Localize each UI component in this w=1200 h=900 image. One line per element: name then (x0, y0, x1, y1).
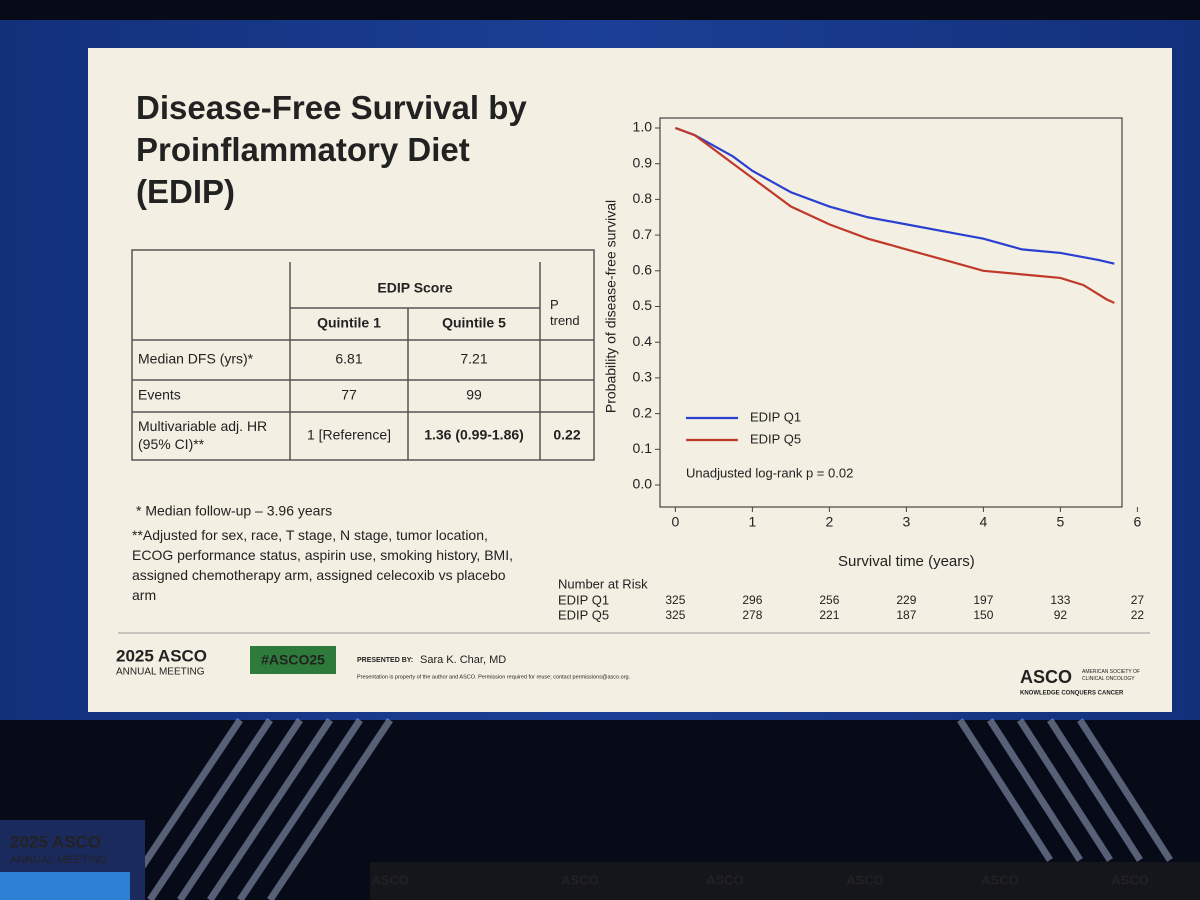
data-table (131, 249, 595, 461)
x-tick-label: 2 (826, 514, 834, 530)
y-tick-label: 0.0 (633, 476, 653, 492)
risk-count: 197 (973, 593, 993, 607)
survival-curve (675, 126, 1115, 265)
table-cell: 1.36 (0.99-1.86) (424, 427, 524, 443)
footnote: * Median follow-up – 3.96 years (136, 503, 332, 519)
risk-count: 150 (973, 608, 993, 622)
risk-count: 229 (896, 593, 916, 607)
table-row-label: Events (138, 387, 181, 403)
table-cell: 6.81 (335, 351, 362, 367)
hashtag: #ASCO25 (261, 652, 325, 668)
y-tick-label: 0.1 (633, 440, 653, 456)
slide-title: Disease-Free Survival by Proinflammatory … (136, 89, 527, 210)
x-tick-label: 4 (980, 514, 988, 530)
table-cell: 77 (341, 387, 357, 403)
desk-label: ASCO (371, 872, 409, 887)
tagline: KNOWLEDGE CONQUERS CANCER (1020, 691, 1124, 697)
table-border (131, 249, 595, 461)
podium-brand: 2025 ASCO (10, 832, 101, 851)
y-tick-label: 0.4 (633, 333, 653, 349)
meeting-brand: 2025 ASCO (116, 646, 207, 665)
annotation: Unadjusted log-rank p = 0.02 (686, 465, 853, 480)
footnote: **Adjusted for sex, race, T stage, N sta… (132, 527, 513, 603)
desk-label: ASCO (706, 872, 744, 887)
x-tick-label: 3 (903, 514, 911, 530)
y-tick-label: 0.8 (633, 190, 653, 206)
x-axis-label: Survival time (years) (838, 553, 975, 570)
table-column-header: Quintile 5 (442, 315, 506, 331)
logo: ASCO (1020, 667, 1072, 687)
risk-count: 325 (665, 608, 685, 622)
table-cell: 0.22 (553, 427, 580, 443)
table-row-label: Median DFS (yrs)* (138, 351, 254, 367)
risk-count: 296 (742, 593, 762, 607)
risk-count: 221 (819, 608, 839, 622)
risk-count: 27 (1131, 593, 1145, 607)
y-tick-label: 1.0 (633, 119, 653, 135)
y-axis-label: Probability of disease-free survival (603, 200, 619, 413)
x-tick-label: 6 (1134, 514, 1142, 530)
survival-curve (675, 126, 1115, 304)
y-tick-label: 0.9 (633, 154, 653, 170)
table-cell: 7.21 (460, 351, 487, 367)
risk-count: 278 (742, 608, 762, 622)
table-group-header: EDIP Score (377, 280, 452, 296)
y-tick-label: 0.6 (633, 262, 653, 278)
table-column-header: Quintile 1 (317, 315, 381, 331)
meeting-sub: ANNUAL MEETING (116, 667, 205, 678)
risk-count: 133 (1050, 593, 1070, 607)
legend-label: EDIP Q5 (750, 431, 801, 446)
desk-label: ASCO (1111, 872, 1149, 887)
risk-count: 187 (896, 608, 916, 622)
table-cell: 1 [Reference] (307, 427, 391, 443)
y-tick-label: 0.2 (633, 404, 653, 420)
hashtag-box (250, 646, 336, 674)
y-tick-label: 0.7 (633, 226, 653, 242)
panel-desk (370, 862, 1200, 900)
y-tick-label: 0.5 (633, 297, 653, 313)
risk-row-label: EDIP Q1 (558, 592, 609, 607)
x-tick-label: 1 (749, 514, 757, 530)
podium-sub: ANNUAL MEETING (10, 854, 107, 866)
podium-light (0, 872, 130, 900)
risk-count: 92 (1054, 608, 1068, 622)
risk-count: 22 (1131, 608, 1145, 622)
plot-frame (659, 117, 1123, 508)
risk-row-label: EDIP Q5 (558, 607, 609, 622)
risk-count: 325 (665, 593, 685, 607)
x-tick-label: 5 (1057, 514, 1065, 530)
desk-label: ASCO (981, 872, 1019, 887)
presented-by: PRESENTED BY: (357, 657, 413, 664)
risk-count: 256 (819, 593, 839, 607)
desk-label: ASCO (846, 872, 884, 887)
x-tick-label: 0 (672, 514, 680, 530)
desk-label: ASCO (561, 872, 599, 887)
legend-label: EDIP Q1 (750, 409, 801, 424)
y-tick-label: 0.3 (633, 369, 653, 385)
presenter: Sara K. Char, MD (420, 654, 506, 666)
logo-side: AMERICAN SOCIETY OF CLINICAL ONCOLOGY (1082, 669, 1140, 682)
table-row-label: Multivariable adj. HR (95% CI)** (138, 418, 267, 452)
notice: Presentation is property of the author a… (357, 674, 631, 680)
table-cell: 99 (466, 387, 482, 403)
stage-stripes (117, 718, 1173, 900)
risk-title: Number at Risk (558, 576, 648, 591)
